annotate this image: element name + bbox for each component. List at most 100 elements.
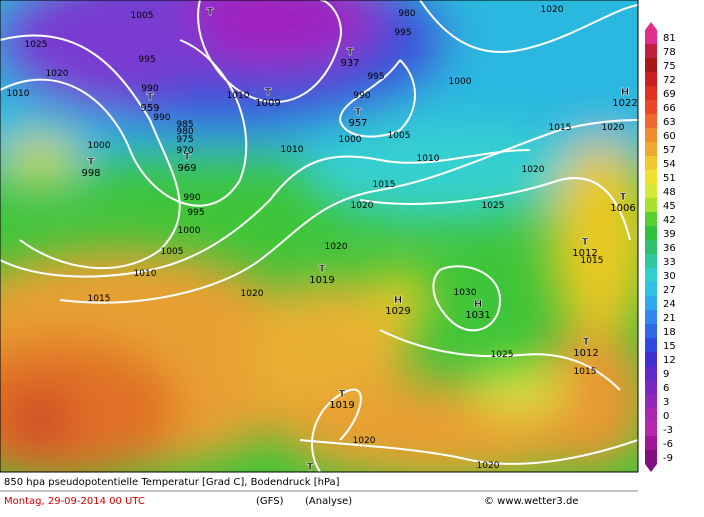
isobar-label: 975	[176, 135, 193, 145]
scale-label: 36	[663, 243, 676, 254]
scale-swatch	[645, 128, 657, 142]
isobar-label: 1020	[477, 461, 500, 471]
isobar-label: 1020	[602, 123, 625, 133]
scale-label: 6	[663, 383, 669, 394]
color-scale: 8178757269666360575451484542393633302724…	[645, 22, 676, 472]
isobar-label: 1010	[7, 89, 30, 99]
isobar-label: 1030	[454, 288, 477, 298]
center-symbol: T	[355, 107, 362, 118]
scale-label: 42	[663, 215, 676, 226]
scale-swatch	[645, 394, 657, 408]
scale-swatch	[645, 366, 657, 380]
isobar-label: 1005	[388, 131, 411, 141]
center-value: 969	[177, 163, 196, 174]
scale-swatch	[645, 268, 657, 282]
scale-label: 63	[663, 117, 676, 128]
scale-swatch	[645, 296, 657, 310]
isobar-label: 970	[176, 146, 193, 156]
isobar-label: 995	[138, 55, 155, 65]
isobar-label: 1020	[353, 436, 376, 446]
isobar-label: 1000	[88, 141, 111, 151]
isobar-label: 995	[394, 28, 411, 38]
scale-bottom-cap	[645, 464, 657, 472]
scale-label: 81	[663, 33, 676, 44]
scale-label: 18	[663, 327, 676, 338]
isobar-label: 1010	[417, 154, 440, 164]
scale-swatch	[645, 310, 657, 324]
center-value: 1029	[385, 306, 410, 317]
scale-label: 9	[663, 369, 669, 380]
isobar-label: 1025	[25, 40, 48, 50]
center-symbol: T	[307, 462, 314, 473]
center-symbol: T	[347, 47, 354, 58]
isobar-label: 1015	[373, 180, 396, 190]
scale-label: 60	[663, 131, 676, 142]
footer-title: 850 hpa pseudopotentielle Temperatur [Gr…	[4, 477, 340, 488]
scale-swatch	[645, 86, 657, 100]
scale-swatch	[645, 226, 657, 240]
scale-label: 30	[663, 271, 676, 282]
scale-label: 21	[663, 313, 676, 324]
center-value: 1022	[612, 98, 637, 109]
scale-label: 66	[663, 103, 676, 114]
scale-label: -6	[663, 439, 673, 450]
pressure-centers: T998T969T959TT1009T937T957H1022T1006T101…	[81, 7, 637, 473]
scale-label: 3	[663, 397, 669, 408]
isobar-label: 1020	[325, 242, 348, 252]
isobar-label: 1000	[339, 135, 362, 145]
scale-label: 24	[663, 299, 676, 310]
isobars	[0, 0, 638, 472]
isobar-label: 1010	[281, 145, 304, 155]
scale-label: 78	[663, 47, 676, 58]
scale-swatch	[645, 254, 657, 268]
center-value: 1019	[309, 275, 334, 286]
scale-swatch	[645, 170, 657, 184]
scale-swatch	[645, 324, 657, 338]
footer-credit: © www.wetter3.de	[484, 496, 578, 507]
center-value: 1009	[255, 98, 280, 109]
scale-label: 27	[663, 285, 676, 296]
isobar-label: 1020	[46, 69, 69, 79]
center-value: 1019	[329, 400, 354, 411]
footer-run: (Analyse)	[305, 496, 352, 507]
scale-swatch	[645, 240, 657, 254]
center-value: 1012	[572, 248, 597, 259]
isobar-label: 990	[353, 91, 370, 101]
center-symbol: T	[583, 337, 590, 348]
center-symbol: T	[319, 264, 326, 275]
isobar-label: 1015	[574, 367, 597, 377]
isobar-label: 990	[153, 113, 170, 123]
isobar-label: 1020	[522, 165, 545, 175]
scale-swatch	[645, 114, 657, 128]
isobar-label: 1005	[131, 11, 154, 21]
isobar-label: 1020	[351, 201, 374, 211]
map-frame	[0, 0, 639, 473]
isobar-label: 985	[176, 120, 193, 130]
scale-label: 45	[663, 201, 676, 212]
isobar-label: 1015	[581, 256, 604, 266]
center-symbol: H	[474, 299, 482, 310]
scale-swatch	[645, 142, 657, 156]
scale-swatch	[645, 436, 657, 450]
scale-swatch	[645, 30, 657, 44]
center-symbol: T	[207, 7, 214, 18]
scale-swatch	[645, 198, 657, 212]
scale-swatch	[645, 100, 657, 114]
scale-swatch	[645, 380, 657, 394]
isobar-label: 990	[183, 193, 200, 203]
scale-label: 69	[663, 89, 676, 100]
center-symbol: T	[184, 152, 191, 163]
scale-label: 72	[663, 75, 676, 86]
scale-label: -3	[663, 425, 673, 436]
isobar-labels: 1005102510201010995990990985980975970100…	[7, 5, 625, 471]
scale-label: 51	[663, 173, 676, 184]
center-value: 959	[140, 103, 159, 114]
scale-label: -9	[663, 453, 673, 464]
isobar-label: 1015	[549, 123, 572, 133]
center-symbol: H	[621, 87, 629, 98]
scale-label: 57	[663, 145, 676, 156]
scale-label: 39	[663, 229, 676, 240]
isobar-label: 1020	[541, 5, 564, 15]
center-symbol: T	[582, 237, 589, 248]
